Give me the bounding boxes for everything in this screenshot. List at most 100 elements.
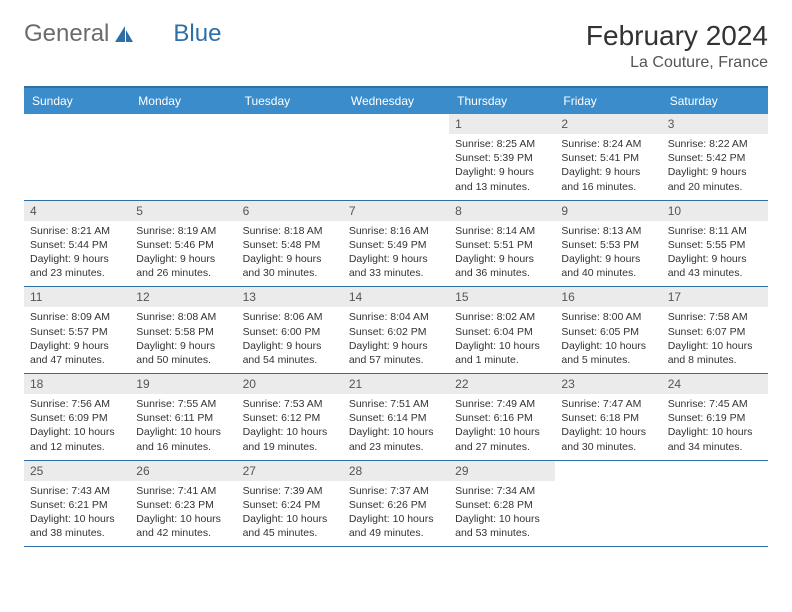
sunrise-text: Sunrise: 7:55 AM bbox=[136, 397, 230, 411]
sunrise-text: Sunrise: 8:16 AM bbox=[349, 224, 443, 238]
day-details: Sunrise: 7:49 AMSunset: 6:16 PMDaylight:… bbox=[449, 394, 555, 460]
day-details: Sunrise: 7:37 AMSunset: 6:26 PMDaylight:… bbox=[343, 481, 449, 547]
sunrise-text: Sunrise: 8:13 AM bbox=[561, 224, 655, 238]
week-row: 11Sunrise: 8:09 AMSunset: 5:57 PMDayligh… bbox=[24, 287, 768, 374]
sunset-text: Sunset: 6:19 PM bbox=[668, 411, 762, 425]
sunset-text: Sunset: 5:57 PM bbox=[30, 325, 124, 339]
sunrise-text: Sunrise: 7:34 AM bbox=[455, 484, 549, 498]
day-details: Sunrise: 7:47 AMSunset: 6:18 PMDaylight:… bbox=[555, 394, 661, 460]
week-row: 4Sunrise: 8:21 AMSunset: 5:44 PMDaylight… bbox=[24, 201, 768, 288]
day-details: Sunrise: 8:19 AMSunset: 5:46 PMDaylight:… bbox=[130, 221, 236, 287]
calendar-cell bbox=[24, 114, 130, 200]
daylight-text: Daylight: 10 hours and 16 minutes. bbox=[136, 425, 230, 453]
day-details: Sunrise: 8:04 AMSunset: 6:02 PMDaylight:… bbox=[343, 307, 449, 373]
sunrise-text: Sunrise: 8:22 AM bbox=[668, 137, 762, 151]
day-number: 15 bbox=[449, 287, 555, 307]
sunset-text: Sunset: 5:44 PM bbox=[30, 238, 124, 252]
sunset-text: Sunset: 6:14 PM bbox=[349, 411, 443, 425]
day-details: Sunrise: 7:39 AMSunset: 6:24 PMDaylight:… bbox=[237, 481, 343, 547]
dayname-tuesday: Tuesday bbox=[237, 88, 343, 114]
day-number: 28 bbox=[343, 461, 449, 481]
daylight-text: Daylight: 10 hours and 49 minutes. bbox=[349, 512, 443, 540]
day-number: 12 bbox=[130, 287, 236, 307]
sunset-text: Sunset: 6:07 PM bbox=[668, 325, 762, 339]
daylight-text: Daylight: 10 hours and 30 minutes. bbox=[561, 425, 655, 453]
sunrise-text: Sunrise: 8:06 AM bbox=[243, 310, 337, 324]
sunrise-text: Sunrise: 8:00 AM bbox=[561, 310, 655, 324]
calendar-cell: 11Sunrise: 8:09 AMSunset: 5:57 PMDayligh… bbox=[24, 287, 130, 373]
day-number: 25 bbox=[24, 461, 130, 481]
calendar-cell: 12Sunrise: 8:08 AMSunset: 5:58 PMDayligh… bbox=[130, 287, 236, 373]
sunset-text: Sunset: 5:48 PM bbox=[243, 238, 337, 252]
day-details: Sunrise: 7:58 AMSunset: 6:07 PMDaylight:… bbox=[662, 307, 768, 373]
sunset-text: Sunset: 6:00 PM bbox=[243, 325, 337, 339]
daylight-text: Daylight: 9 hours and 50 minutes. bbox=[136, 339, 230, 367]
day-number: 26 bbox=[130, 461, 236, 481]
day-number: 1 bbox=[449, 114, 555, 134]
day-number: 9 bbox=[555, 201, 661, 221]
day-number: 21 bbox=[343, 374, 449, 394]
day-number: 8 bbox=[449, 201, 555, 221]
sunrise-text: Sunrise: 8:14 AM bbox=[455, 224, 549, 238]
day-number: 20 bbox=[237, 374, 343, 394]
day-number: 29 bbox=[449, 461, 555, 481]
sunrise-text: Sunrise: 7:37 AM bbox=[349, 484, 443, 498]
daylight-text: Daylight: 9 hours and 16 minutes. bbox=[561, 165, 655, 193]
calendar-cell: 1Sunrise: 8:25 AMSunset: 5:39 PMDaylight… bbox=[449, 114, 555, 200]
calendar-cell: 20Sunrise: 7:53 AMSunset: 6:12 PMDayligh… bbox=[237, 374, 343, 460]
sunset-text: Sunset: 6:12 PM bbox=[243, 411, 337, 425]
sunrise-text: Sunrise: 8:11 AM bbox=[668, 224, 762, 238]
brand-logo: General Blue bbox=[24, 20, 221, 48]
sunrise-text: Sunrise: 8:04 AM bbox=[349, 310, 443, 324]
day-details: Sunrise: 8:06 AMSunset: 6:00 PMDaylight:… bbox=[237, 307, 343, 373]
daylight-text: Daylight: 9 hours and 23 minutes. bbox=[30, 252, 124, 280]
daylight-text: Daylight: 10 hours and 34 minutes. bbox=[668, 425, 762, 453]
sunset-text: Sunset: 5:42 PM bbox=[668, 151, 762, 165]
calendar-cell: 25Sunrise: 7:43 AMSunset: 6:21 PMDayligh… bbox=[24, 461, 130, 547]
sunset-text: Sunset: 6:18 PM bbox=[561, 411, 655, 425]
dayname-wednesday: Wednesday bbox=[343, 88, 449, 114]
daylight-text: Daylight: 9 hours and 20 minutes. bbox=[668, 165, 762, 193]
day-number: 19 bbox=[130, 374, 236, 394]
daylight-text: Daylight: 10 hours and 38 minutes. bbox=[30, 512, 124, 540]
day-details: Sunrise: 8:09 AMSunset: 5:57 PMDaylight:… bbox=[24, 307, 130, 373]
sunset-text: Sunset: 5:49 PM bbox=[349, 238, 443, 252]
sunset-text: Sunset: 6:04 PM bbox=[455, 325, 549, 339]
day-details: Sunrise: 8:02 AMSunset: 6:04 PMDaylight:… bbox=[449, 307, 555, 373]
calendar-cell: 21Sunrise: 7:51 AMSunset: 6:14 PMDayligh… bbox=[343, 374, 449, 460]
daylight-text: Daylight: 9 hours and 30 minutes. bbox=[243, 252, 337, 280]
calendar-cell: 27Sunrise: 7:39 AMSunset: 6:24 PMDayligh… bbox=[237, 461, 343, 547]
day-number: 16 bbox=[555, 287, 661, 307]
day-details: Sunrise: 8:11 AMSunset: 5:55 PMDaylight:… bbox=[662, 221, 768, 287]
calendar-cell: 26Sunrise: 7:41 AMSunset: 6:23 PMDayligh… bbox=[130, 461, 236, 547]
day-number: 7 bbox=[343, 201, 449, 221]
sunrise-text: Sunrise: 7:58 AM bbox=[668, 310, 762, 324]
dayname-saturday: Saturday bbox=[662, 88, 768, 114]
location-label: La Couture, France bbox=[586, 54, 768, 72]
daylight-text: Daylight: 9 hours and 26 minutes. bbox=[136, 252, 230, 280]
day-number: 5 bbox=[130, 201, 236, 221]
calendar-cell: 15Sunrise: 8:02 AMSunset: 6:04 PMDayligh… bbox=[449, 287, 555, 373]
sunset-text: Sunset: 6:02 PM bbox=[349, 325, 443, 339]
day-details: Sunrise: 8:18 AMSunset: 5:48 PMDaylight:… bbox=[237, 221, 343, 287]
sunrise-text: Sunrise: 8:09 AM bbox=[30, 310, 124, 324]
day-details: Sunrise: 8:13 AMSunset: 5:53 PMDaylight:… bbox=[555, 221, 661, 287]
daylight-text: Daylight: 10 hours and 42 minutes. bbox=[136, 512, 230, 540]
calendar-cell: 8Sunrise: 8:14 AMSunset: 5:51 PMDaylight… bbox=[449, 201, 555, 287]
calendar-cell: 4Sunrise: 8:21 AMSunset: 5:44 PMDaylight… bbox=[24, 201, 130, 287]
sunset-text: Sunset: 6:23 PM bbox=[136, 498, 230, 512]
calendar-cell bbox=[130, 114, 236, 200]
dayname-row: Sunday Monday Tuesday Wednesday Thursday… bbox=[24, 88, 768, 114]
sunset-text: Sunset: 5:53 PM bbox=[561, 238, 655, 252]
week-row: 1Sunrise: 8:25 AMSunset: 5:39 PMDaylight… bbox=[24, 114, 768, 201]
brand-part2: Blue bbox=[173, 20, 221, 48]
sunrise-text: Sunrise: 8:21 AM bbox=[30, 224, 124, 238]
calendar-cell: 23Sunrise: 7:47 AMSunset: 6:18 PMDayligh… bbox=[555, 374, 661, 460]
calendar-cell: 29Sunrise: 7:34 AMSunset: 6:28 PMDayligh… bbox=[449, 461, 555, 547]
sunset-text: Sunset: 5:58 PM bbox=[136, 325, 230, 339]
sunrise-text: Sunrise: 8:25 AM bbox=[455, 137, 549, 151]
sunrise-text: Sunrise: 8:19 AM bbox=[136, 224, 230, 238]
day-number: 13 bbox=[237, 287, 343, 307]
calendar-grid: Sunday Monday Tuesday Wednesday Thursday… bbox=[24, 86, 768, 547]
daylight-text: Daylight: 9 hours and 33 minutes. bbox=[349, 252, 443, 280]
